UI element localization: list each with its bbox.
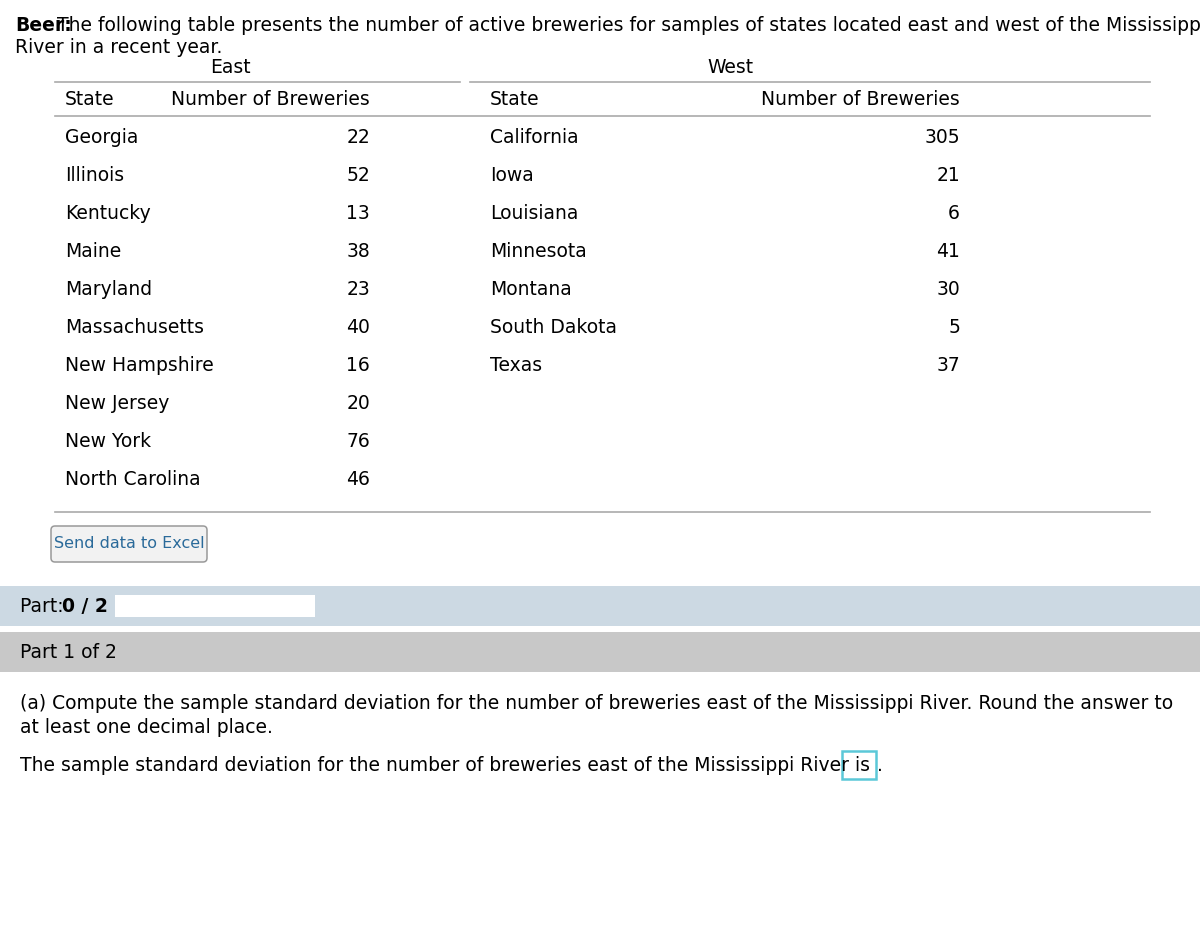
Text: Louisiana: Louisiana [490,204,578,223]
Text: at least one decimal place.: at least one decimal place. [20,718,272,737]
Text: Beer:: Beer: [14,16,72,35]
Text: Minnesota: Minnesota [490,242,587,261]
FancyBboxPatch shape [0,586,1200,626]
Text: River in a recent year.: River in a recent year. [14,38,222,57]
Text: 21: 21 [936,166,960,185]
Text: Part 1 of 2: Part 1 of 2 [20,643,116,662]
Text: Number of Breweries: Number of Breweries [761,90,960,109]
Text: (a) Compute the sample standard deviation for the number of breweries east of th: (a) Compute the sample standard deviatio… [20,694,1174,713]
Text: New Hampshire: New Hampshire [65,356,214,375]
Text: Georgia: Georgia [65,128,138,147]
Text: New York: New York [65,432,151,451]
Text: New Jersey: New Jersey [65,394,169,413]
Text: South Dakota: South Dakota [490,318,617,337]
Text: Massachusetts: Massachusetts [65,318,204,337]
Text: 40: 40 [346,318,370,337]
Text: State: State [490,90,540,109]
FancyBboxPatch shape [115,595,314,617]
Text: 76: 76 [347,432,370,451]
Text: Iowa: Iowa [490,166,534,185]
Text: .: . [877,756,883,775]
Text: State: State [65,90,115,109]
Text: 22: 22 [347,128,370,147]
Text: Kentucky: Kentucky [65,204,151,223]
Text: The sample standard deviation for the number of breweries east of the Mississipp: The sample standard deviation for the nu… [20,756,870,775]
Text: West: West [707,58,754,77]
Text: North Carolina: North Carolina [65,470,200,489]
Text: 38: 38 [347,242,370,261]
Text: 6: 6 [948,204,960,223]
Text: The following table presents the number of active breweries for samples of state: The following table presents the number … [58,16,1200,35]
Text: Maine: Maine [65,242,121,261]
Text: 5: 5 [948,318,960,337]
FancyBboxPatch shape [0,632,1200,672]
Text: 30: 30 [936,280,960,299]
Text: 20: 20 [347,394,370,413]
Text: California: California [490,128,578,147]
Text: 41: 41 [936,242,960,261]
Text: 16: 16 [347,356,370,375]
Text: East: East [210,58,251,77]
Text: 13: 13 [347,204,370,223]
Text: Illinois: Illinois [65,166,124,185]
Text: Montana: Montana [490,280,571,299]
Text: Part:: Part: [20,597,70,615]
Text: 37: 37 [936,356,960,375]
Text: 0 / 2: 0 / 2 [62,597,108,615]
Text: 23: 23 [347,280,370,299]
Text: Number of Breweries: Number of Breweries [172,90,370,109]
Text: Maryland: Maryland [65,280,152,299]
Text: 46: 46 [346,470,370,489]
FancyBboxPatch shape [50,526,208,562]
Text: 305: 305 [924,128,960,147]
FancyBboxPatch shape [842,751,876,779]
Text: Texas: Texas [490,356,542,375]
Text: Send data to Excel: Send data to Excel [54,536,204,551]
Text: 52: 52 [347,166,370,185]
